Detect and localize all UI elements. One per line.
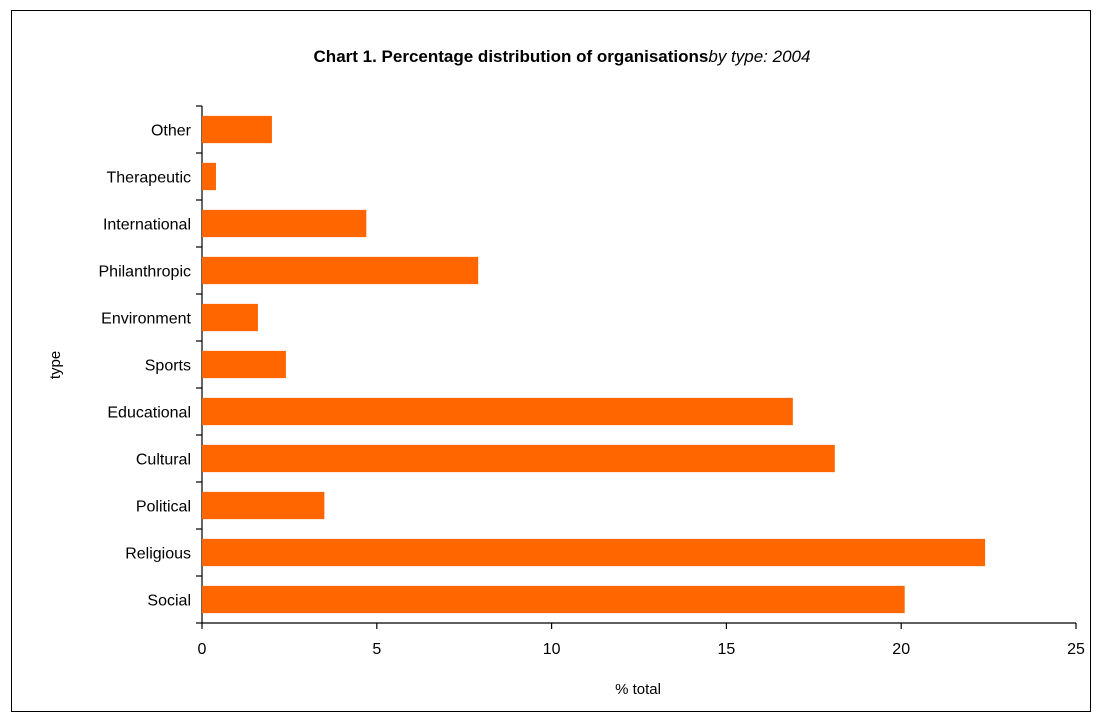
y-axis-ticks: Social Religious Political Cultural Educatio… [99,105,202,624]
x-tick-label-20: 20 [892,641,910,658]
bar-religious [202,538,986,567]
y-tick-label-other: Other [151,123,192,140]
y-tick-label-cultural: Cultural [136,452,191,469]
x-axis-ticks: 0 5 10 15 20 25 [198,623,1085,658]
bar-environment [202,303,258,332]
x-tick-label-5: 5 [372,641,381,658]
bar-sports [202,350,286,379]
bar-educational [202,397,793,426]
y-tick-label-educational: Educational [107,405,191,422]
x-axis-label: % total [615,681,661,698]
chart-subtitle: by type: 2004 [708,47,810,66]
y-tick-label-therapeutic: Therapeutic [107,170,192,187]
bar-social [202,585,905,614]
bar-philanthropic [202,256,479,285]
y-tick-label-political: Political [136,499,191,516]
bar-therapeutic [202,162,216,191]
chart-title-main: Chart 1. Percentage distribution of orga… [314,47,709,66]
x-tick-label-0: 0 [198,641,207,658]
y-tick-label-sports: Sports [145,358,191,375]
y-tick-label-religious: Religious [125,546,191,563]
x-tick-label-10: 10 [543,641,561,658]
x-tick-label-15: 15 [718,641,736,658]
y-tick-label-international: International [103,217,191,234]
bar-other [202,115,272,144]
y-tick-label-philanthropic: Philanthropic [99,264,192,281]
bars-group [202,115,986,614]
x-tick-label-25: 25 [1067,641,1085,658]
bar-international [202,209,367,238]
y-tick-label-social: Social [147,593,191,610]
y-axis-label: type [47,351,64,379]
y-tick-label-environment: Environment [101,311,191,328]
chart-title: Chart 1. Percentage distribution of orga… [314,47,811,66]
bar-cultural [202,444,835,473]
bar-political [202,491,325,520]
